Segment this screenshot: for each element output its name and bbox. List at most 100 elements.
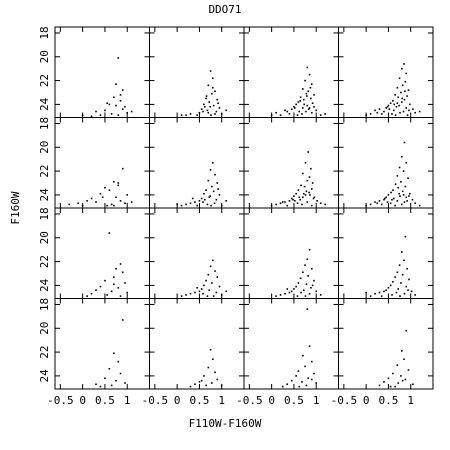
star-point	[414, 111, 416, 114]
star-point	[297, 282, 300, 284]
star-point	[306, 95, 308, 97]
star-point	[385, 107, 387, 109]
star-point	[385, 289, 387, 291]
star-point	[279, 294, 282, 296]
star-point	[208, 289, 211, 291]
y-tick-label: 20	[38, 50, 51, 63]
star-point	[209, 70, 212, 72]
x-tick-label: 0.5	[95, 394, 115, 407]
star-point	[207, 111, 210, 114]
star-point	[296, 114, 299, 116]
star-point	[312, 197, 315, 200]
star-point	[303, 103, 305, 106]
star-point	[189, 113, 192, 115]
panel-frame	[54, 26, 150, 118]
star-point	[206, 203, 209, 206]
star-point	[119, 200, 122, 202]
y-tick-label: 20	[38, 231, 51, 244]
star-point	[210, 204, 212, 207]
star-point	[299, 96, 302, 99]
star-point	[396, 86, 399, 89]
star-point	[402, 110, 405, 113]
star-point	[298, 385, 301, 388]
y-tick-label: 18	[38, 26, 51, 39]
star-point	[298, 110, 301, 113]
star-point	[305, 110, 307, 113]
star-point	[404, 235, 407, 238]
star-point	[400, 251, 403, 253]
star-point	[310, 111, 313, 114]
x-tick-label: 0.5	[189, 394, 209, 407]
star-point	[185, 114, 187, 116]
star-point	[392, 189, 394, 191]
star-point	[207, 273, 210, 276]
star-point	[95, 201, 97, 203]
star-point	[216, 276, 219, 278]
star-point	[202, 110, 204, 113]
panel-frame	[338, 298, 434, 390]
star-point	[374, 292, 376, 295]
star-point	[301, 203, 303, 206]
star-point	[310, 360, 313, 363]
star-point	[403, 63, 405, 65]
panel-frame	[243, 117, 339, 209]
star-point	[295, 375, 297, 377]
star-point	[313, 196, 316, 199]
y-tick-label: 22	[38, 255, 51, 268]
star-point	[383, 290, 385, 293]
star-point	[307, 377, 309, 380]
star-point	[396, 175, 399, 177]
star-point	[299, 100, 301, 102]
star-point	[406, 267, 408, 270]
y-tick-label: 18	[38, 298, 51, 311]
x-tick-label: 1	[313, 394, 320, 407]
y-tick-label: 24	[38, 278, 51, 292]
star-point	[284, 201, 286, 203]
star-point	[99, 192, 102, 195]
star-point	[211, 86, 214, 89]
star-point	[374, 201, 376, 203]
star-point	[403, 201, 406, 203]
star-point	[290, 197, 293, 200]
star-point	[293, 195, 295, 197]
star-point	[275, 111, 277, 114]
star-point	[117, 184, 120, 187]
x-tick-label: 1	[407, 394, 414, 407]
star-point	[121, 108, 124, 110]
star-point	[189, 292, 192, 295]
star-point	[401, 190, 404, 193]
star-point	[108, 103, 111, 106]
star-point	[77, 202, 79, 205]
star-point	[394, 183, 397, 185]
star-point	[108, 232, 111, 234]
star-point	[113, 204, 115, 207]
star-point	[315, 290, 318, 293]
star-point	[369, 203, 372, 206]
star-point	[99, 285, 102, 288]
star-point	[275, 203, 277, 206]
star-point	[403, 259, 405, 262]
star-point	[400, 91, 402, 94]
star-point	[106, 102, 108, 105]
star-point	[386, 201, 389, 203]
star-point	[206, 109, 209, 112]
star-point	[110, 290, 113, 293]
star-point	[409, 103, 411, 106]
star-point	[126, 194, 129, 196]
star-point	[86, 295, 88, 297]
star-point	[309, 194, 311, 196]
star-point	[290, 379, 293, 382]
star-point	[302, 172, 304, 175]
star-point	[410, 290, 413, 293]
panel-frame	[338, 26, 434, 118]
star-point	[394, 204, 396, 207]
star-point	[396, 364, 399, 366]
star-point	[210, 114, 212, 116]
star-point	[299, 277, 302, 280]
star-point	[398, 77, 401, 80]
star-point	[376, 202, 379, 205]
x-tick-label: 0	[268, 394, 275, 407]
star-point	[212, 295, 215, 297]
star-point	[404, 378, 407, 381]
star-point	[119, 372, 122, 375]
